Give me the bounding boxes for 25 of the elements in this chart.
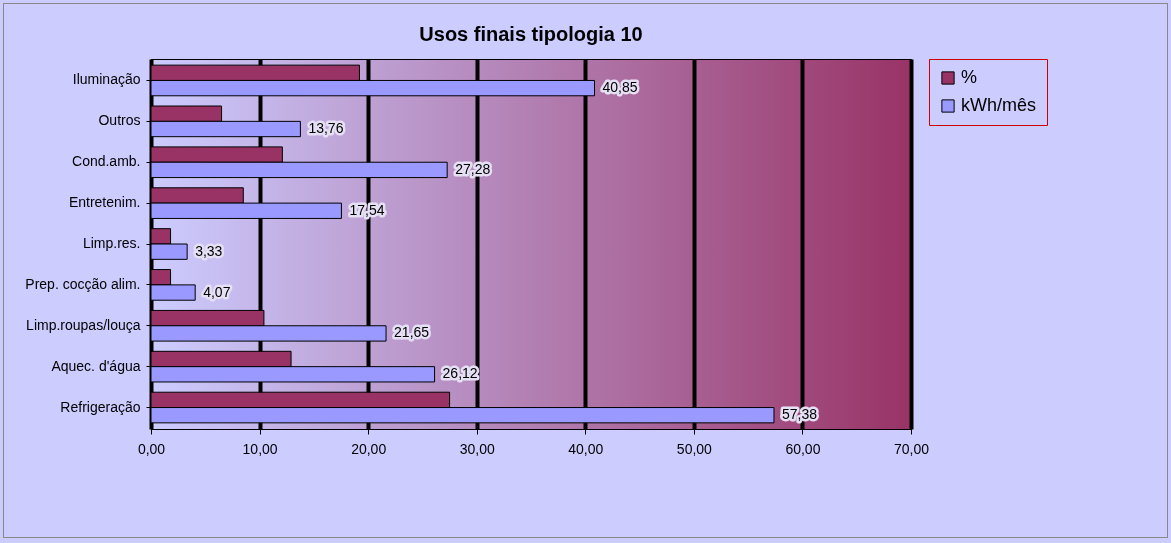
x-tick-label: 60,00 [785,440,821,457]
x-tick-label: 10,00 [242,440,278,457]
x-tick-label: 20,00 [351,440,387,457]
y-tick-label: Iluminação [72,71,141,88]
x-tick-label: 0,00 [137,440,166,457]
y-tick-label: Entretenim. [68,194,141,211]
y-tick-label: Outros [98,112,141,129]
x-tick-label: 40,00 [568,440,604,457]
y-tick-label: Prep. cocção alim. [25,275,141,292]
x-tick-label: 30,00 [459,440,495,457]
legend-label: % [961,67,978,87]
y-tick-label: Refrigeração [60,398,141,415]
legend-label: kWh/mês [961,95,1037,115]
data-label: 21,65 [394,324,430,341]
chart-title: Usos finais tipologia 10 [419,22,643,45]
data-label: 3,33 [195,242,223,259]
y-tick-label: Limp.roupas/louça [26,316,141,333]
x-tick-label: 70,00 [893,440,930,457]
data-label: 13,76 [308,120,344,137]
x-tick-label: 50,00 [676,440,713,457]
y-tick-label: Aquec. d'água [51,357,141,374]
data-label: 4,07 [203,283,231,300]
data-label: 40,85 [602,79,638,96]
y-tick-label: Cond.amb. [72,153,141,170]
y-tick-label: Limp.res. [82,235,141,251]
